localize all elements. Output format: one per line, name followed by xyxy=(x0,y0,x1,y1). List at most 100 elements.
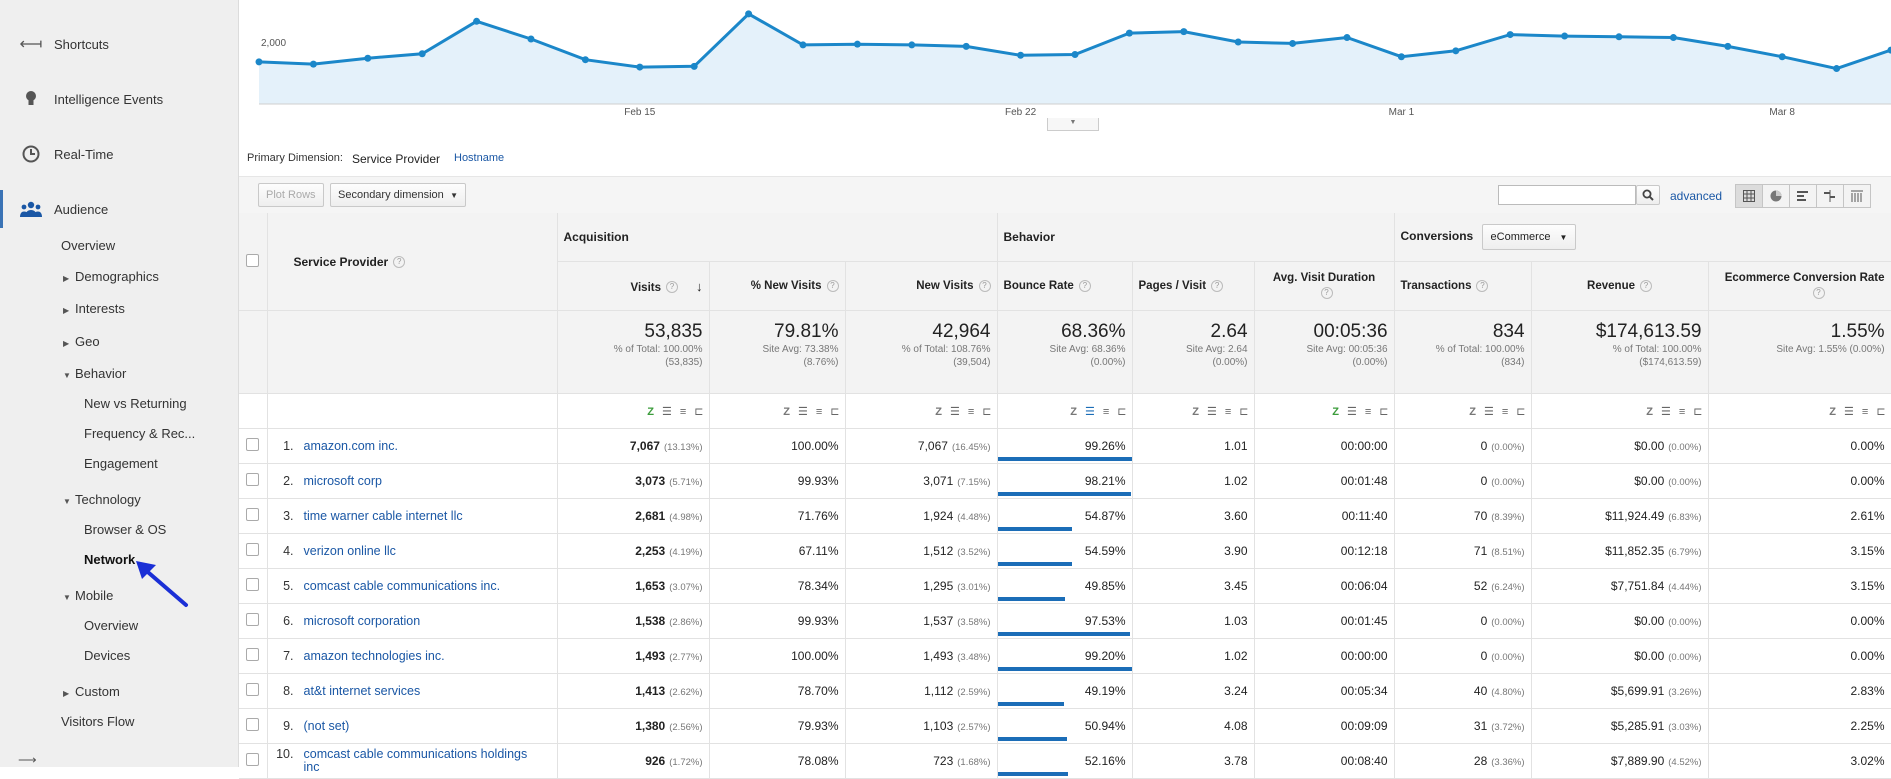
service-provider-header[interactable]: Service Provider? xyxy=(267,213,557,311)
percentage-viz-icon[interactable]: Z xyxy=(1070,406,1076,418)
chart-point[interactable] xyxy=(473,18,480,25)
sidebar-item-frequency[interactable]: Frequency & Rec... xyxy=(84,426,195,441)
service-provider-link[interactable]: at&t internet services xyxy=(304,685,544,698)
service-provider-link[interactable]: microsoft corp xyxy=(304,475,544,488)
sidebar-item-audience[interactable]: Audience xyxy=(18,199,108,219)
row-checkbox[interactable] xyxy=(246,648,259,661)
sidebar-item-demographics[interactable]: ▶Demographics xyxy=(63,269,159,284)
performance-viz-icon[interactable]: ☰ xyxy=(662,405,671,418)
sidebar-item-technology[interactable]: ▼Technology xyxy=(63,492,141,507)
visits-header[interactable]: Visits?↓ xyxy=(557,262,709,311)
sidebar-item-engagement[interactable]: Engagement xyxy=(84,456,158,471)
chart-point[interactable] xyxy=(1180,28,1187,35)
service-provider-link[interactable]: comcast cable communications holdings in… xyxy=(304,748,544,774)
service-provider-link[interactable]: time warner cable internet llc xyxy=(304,510,544,523)
chart-point[interactable] xyxy=(854,41,861,48)
term-cloud-icon[interactable]: ⊏ xyxy=(1876,405,1884,418)
new-visits-header[interactable]: New Visits? xyxy=(845,262,997,311)
comparison-viz-icon[interactable]: ≡ xyxy=(1502,406,1507,418)
advanced-filter-link[interactable]: advanced xyxy=(1670,189,1722,203)
chart-point[interactable] xyxy=(582,56,589,63)
chart-point[interactable] xyxy=(963,43,970,50)
service-provider-link[interactable]: verizon online llc xyxy=(304,545,544,558)
bar-view-icon[interactable] xyxy=(1790,185,1817,207)
term-cloud-icon[interactable]: ⊏ xyxy=(1693,405,1701,418)
chart-point[interactable] xyxy=(908,41,915,48)
performance-viz-icon[interactable]: ☰ xyxy=(1661,405,1670,418)
service-provider-link[interactable]: amazon.com inc. xyxy=(304,440,544,453)
pie-view-icon[interactable] xyxy=(1763,185,1790,207)
percentage-viz-icon[interactable]: Z xyxy=(935,406,941,418)
sidebar-item-mobile[interactable]: ▼Mobile xyxy=(63,588,113,603)
row-checkbox[interactable] xyxy=(246,578,259,591)
performance-viz-icon[interactable]: ☰ xyxy=(1844,405,1853,418)
sidebar-item-interests[interactable]: ▶Interests xyxy=(63,301,125,316)
row-checkbox[interactable] xyxy=(246,753,259,766)
comparison-viz-icon[interactable]: ≡ xyxy=(1862,406,1867,418)
term-cloud-icon[interactable]: ⊏ xyxy=(982,405,990,418)
sidebar-item-browser-os[interactable]: Browser & OS xyxy=(84,522,166,537)
chart-point[interactable] xyxy=(1561,33,1568,40)
chart-point[interactable] xyxy=(419,50,426,57)
comparison-viz-icon[interactable]: ≡ xyxy=(816,406,821,418)
pct-new-visits-header[interactable]: % New Visits? xyxy=(709,262,845,311)
row-checkbox[interactable] xyxy=(246,473,259,486)
sidebar-item-intelligence-events[interactable]: Intelligence Events xyxy=(18,89,163,109)
row-checkbox[interactable] xyxy=(246,613,259,626)
percentage-viz-icon[interactable]: Z xyxy=(1829,406,1835,418)
chart-point[interactable] xyxy=(1833,65,1840,72)
percentage-viz-icon[interactable]: Z xyxy=(1469,406,1475,418)
percentage-viz-icon[interactable]: Z xyxy=(1192,406,1198,418)
chart-point[interactable] xyxy=(1724,43,1731,50)
pivot-view-icon[interactable] xyxy=(1844,185,1870,207)
sidebar-item-devices[interactable]: Devices xyxy=(84,648,130,663)
chart-point[interactable] xyxy=(364,55,371,62)
sidebar-item-network[interactable]: Network xyxy=(84,552,135,567)
percentage-viz-icon[interactable]: Z xyxy=(783,406,789,418)
table-search-input[interactable] xyxy=(1498,185,1636,205)
ecommerce-select[interactable]: eCommerce ▼ xyxy=(1482,224,1577,250)
comparison-viz-icon[interactable]: ≡ xyxy=(1679,406,1684,418)
chart-point[interactable] xyxy=(1507,31,1514,38)
row-checkbox[interactable] xyxy=(246,718,259,731)
performance-viz-icon[interactable]: ☰ xyxy=(950,405,959,418)
performance-viz-icon[interactable]: ☰ xyxy=(1085,405,1094,418)
performance-viz-icon[interactable]: ☰ xyxy=(798,405,807,418)
chart-point[interactable] xyxy=(745,10,752,17)
term-cloud-icon[interactable]: ⊏ xyxy=(1379,405,1387,418)
percentage-viz-icon[interactable]: Z xyxy=(1332,406,1338,418)
sidebar-item-overview[interactable]: Overview xyxy=(61,238,115,253)
percentage-viz-icon[interactable]: Z xyxy=(647,406,653,418)
dimension-hostname[interactable]: Hostname xyxy=(454,152,504,166)
chart-point[interactable] xyxy=(1072,51,1079,58)
chart-point[interactable] xyxy=(636,64,643,71)
conv-rate-header[interactable]: Ecommerce Conversion Rate? xyxy=(1708,262,1891,311)
chart-point[interactable] xyxy=(1289,40,1296,47)
sidebar-item-shortcuts[interactable]: ⟻ Shortcuts xyxy=(18,34,109,54)
service-provider-link[interactable]: comcast cable communications inc. xyxy=(304,580,544,593)
sidebar-item-real-time[interactable]: Real-Time xyxy=(18,144,113,164)
sidebar-item-mobile-overview[interactable]: Overview xyxy=(84,618,138,633)
comparison-viz-icon[interactable]: ≡ xyxy=(1365,406,1370,418)
row-checkbox[interactable] xyxy=(246,683,259,696)
term-cloud-icon[interactable]: ⊏ xyxy=(1516,405,1524,418)
chart-point[interactable] xyxy=(1017,52,1024,59)
row-checkbox[interactable] xyxy=(246,543,259,556)
comparison-view-icon[interactable] xyxy=(1817,185,1844,207)
bounce-rate-header[interactable]: Bounce Rate? xyxy=(997,262,1132,311)
sidebar-item-custom[interactable]: ▶Custom xyxy=(63,684,120,699)
select-all-checkbox[interactable] xyxy=(246,254,259,267)
sidebar-more-icon[interactable]: ⟶ xyxy=(18,752,37,768)
chart-point[interactable] xyxy=(1452,47,1459,54)
chart-resize-handle[interactable]: ▼ xyxy=(1047,118,1099,131)
pages-visit-header[interactable]: Pages / Visit? xyxy=(1132,262,1254,311)
chart-point[interactable] xyxy=(1344,34,1351,41)
search-button[interactable] xyxy=(1636,185,1660,205)
term-cloud-icon[interactable]: ⊏ xyxy=(1117,405,1125,418)
percentage-viz-icon[interactable]: Z xyxy=(1646,406,1652,418)
performance-viz-icon[interactable]: ☰ xyxy=(1347,405,1356,418)
table-view-icon[interactable] xyxy=(1736,185,1763,207)
sidebar-item-visitors-flow[interactable]: Visitors Flow xyxy=(61,714,134,729)
sidebar-item-behavior[interactable]: ▼Behavior xyxy=(63,366,126,381)
chart-point[interactable] xyxy=(310,61,317,68)
